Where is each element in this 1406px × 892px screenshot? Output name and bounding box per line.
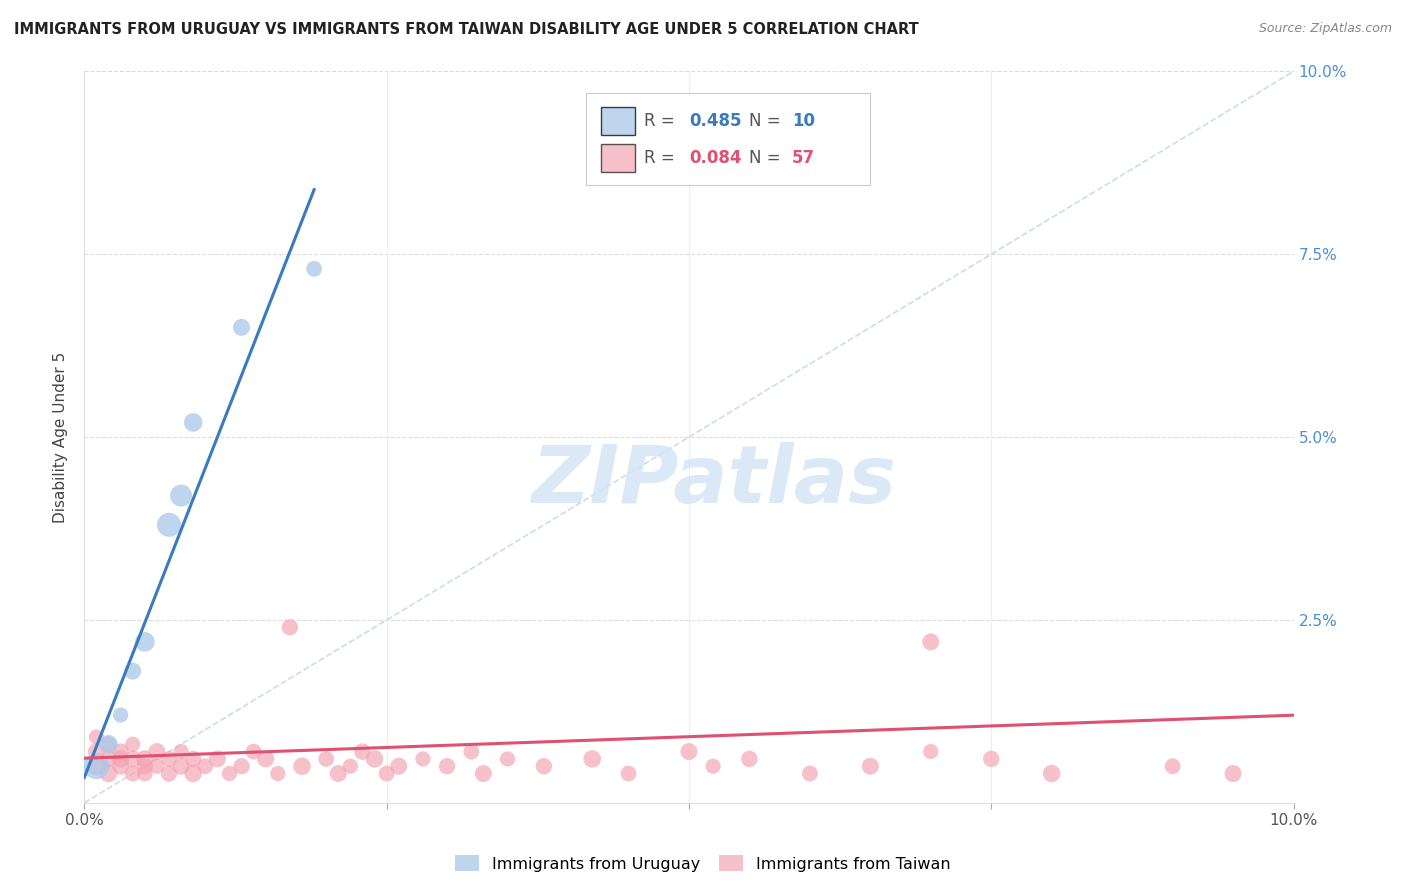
Text: 0.485: 0.485 — [689, 112, 741, 130]
Point — [315, 752, 337, 766]
Point — [339, 759, 361, 773]
Point — [157, 517, 180, 532]
Point — [641, 123, 664, 137]
Point — [859, 759, 882, 773]
Point — [1161, 759, 1184, 773]
Point — [157, 766, 180, 780]
Point — [110, 745, 132, 759]
Point — [170, 745, 193, 759]
Point — [110, 708, 132, 723]
Point — [181, 766, 204, 780]
Point — [254, 752, 277, 766]
Point — [134, 752, 156, 766]
Point — [134, 759, 156, 773]
Point — [146, 759, 169, 773]
Point — [291, 759, 314, 773]
Point — [267, 766, 290, 780]
Point — [328, 766, 350, 780]
Point — [678, 745, 700, 759]
Point — [412, 752, 434, 766]
Text: 0.084: 0.084 — [689, 149, 741, 167]
Point — [97, 737, 120, 751]
Point — [86, 730, 108, 744]
Point — [617, 766, 640, 780]
Point — [231, 759, 253, 773]
Point — [121, 752, 143, 766]
Text: ZIPatlas: ZIPatlas — [530, 442, 896, 520]
Text: 10: 10 — [792, 112, 814, 130]
Text: 57: 57 — [792, 149, 815, 167]
Text: R =: R = — [644, 112, 681, 130]
Point — [302, 261, 325, 276]
Point — [157, 752, 180, 766]
Point — [920, 635, 942, 649]
Point — [121, 664, 143, 678]
Point — [86, 759, 108, 773]
Point — [460, 745, 482, 759]
FancyBboxPatch shape — [586, 94, 870, 185]
Point — [278, 620, 301, 634]
Point — [738, 752, 761, 766]
Point — [97, 737, 120, 751]
Text: N =: N = — [749, 112, 786, 130]
Point — [181, 752, 204, 766]
Point — [110, 752, 132, 766]
Point — [218, 766, 240, 780]
Point — [920, 745, 942, 759]
Point — [363, 752, 385, 766]
Point — [146, 745, 169, 759]
Text: Source: ZipAtlas.com: Source: ZipAtlas.com — [1258, 22, 1392, 36]
Point — [86, 759, 108, 773]
Point — [170, 489, 193, 503]
Point — [242, 745, 264, 759]
Legend: Immigrants from Uruguay, Immigrants from Taiwan: Immigrants from Uruguay, Immigrants from… — [447, 847, 959, 880]
Text: N =: N = — [749, 149, 786, 167]
Point — [134, 635, 156, 649]
Point — [799, 766, 821, 780]
Text: R =: R = — [644, 149, 681, 167]
Text: IMMIGRANTS FROM URUGUAY VS IMMIGRANTS FROM TAIWAN DISABILITY AGE UNDER 5 CORRELA: IMMIGRANTS FROM URUGUAY VS IMMIGRANTS FR… — [14, 22, 918, 37]
Point — [496, 752, 519, 766]
Point — [702, 759, 724, 773]
Point — [1222, 766, 1244, 780]
Point — [472, 766, 495, 780]
Point — [97, 766, 120, 780]
Point — [110, 759, 132, 773]
Point — [97, 752, 120, 766]
Point — [581, 752, 603, 766]
Point — [134, 766, 156, 780]
Y-axis label: Disability Age Under 5: Disability Age Under 5 — [53, 351, 69, 523]
Point — [375, 766, 398, 780]
Point — [1040, 766, 1063, 780]
Point — [194, 759, 217, 773]
Point — [121, 766, 143, 780]
Point — [170, 759, 193, 773]
FancyBboxPatch shape — [600, 144, 634, 171]
Point — [388, 759, 411, 773]
Point — [436, 759, 458, 773]
Point — [533, 759, 555, 773]
Point — [231, 320, 253, 334]
Point — [207, 752, 229, 766]
Point — [352, 745, 374, 759]
Point — [980, 752, 1002, 766]
Point — [86, 745, 108, 759]
Point — [181, 416, 204, 430]
Point — [121, 737, 143, 751]
FancyBboxPatch shape — [600, 107, 634, 135]
